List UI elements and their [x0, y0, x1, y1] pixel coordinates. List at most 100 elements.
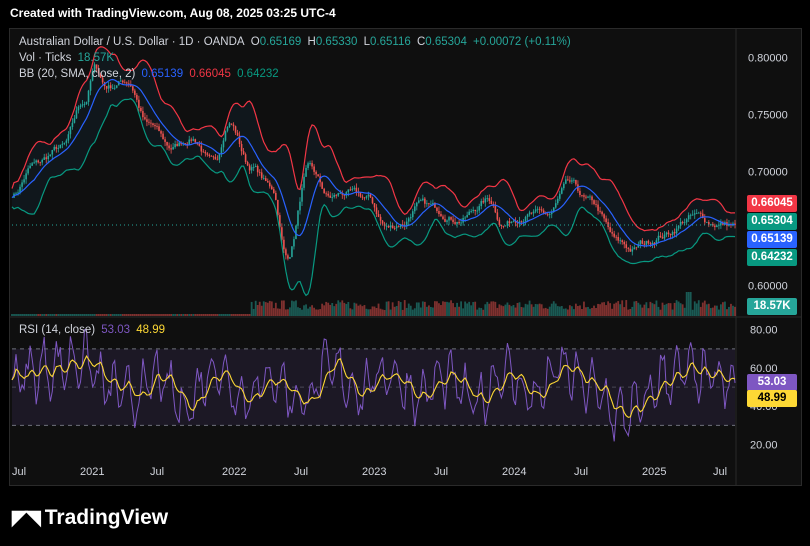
volume-bar: [421, 301, 424, 316]
volume-bar: [248, 314, 251, 316]
candle-body: [339, 193, 342, 194]
bb-legend[interactable]: BB (20, SMA, close, 2) 0.65139 0.66045 0…: [19, 68, 282, 80]
volume-bar: [206, 314, 209, 316]
volume-bar: [560, 306, 563, 316]
candle-body: [615, 236, 617, 238]
candle-body: [266, 181, 269, 183]
volume-bar: [532, 306, 535, 316]
volume-bar: [562, 308, 565, 316]
volume-bar: [268, 300, 271, 316]
volume-bar: [337, 300, 340, 316]
chart-area[interactable]: 0.80000 0.75000 0.70000 0.60000 80.00 60.00 40…: [9, 28, 802, 486]
candle-body: [59, 144, 62, 149]
volume-bar: [585, 307, 587, 316]
candle-body: [409, 217, 412, 219]
candle-body: [83, 104, 86, 105]
candle-body: [140, 107, 142, 112]
bb-lower-line: [11, 98, 736, 297]
volume-bar: [603, 302, 605, 316]
volume-bar: [91, 314, 94, 316]
volume-bar: [228, 314, 231, 316]
candle-body: [172, 147, 174, 150]
ohlc-high-label: H: [307, 36, 316, 48]
volume-bar: [528, 300, 531, 316]
volume-bar: [349, 308, 352, 316]
candle-body: [627, 247, 630, 249]
candle-body: [202, 151, 205, 153]
candle-body: [15, 193, 17, 195]
candle-body: [599, 210, 601, 212]
candle-body: [621, 240, 624, 243]
candle-body: [91, 70, 94, 81]
volume-legend[interactable]: Vol · Ticks 18.57K: [19, 52, 117, 64]
candle-body: [478, 206, 481, 211]
volume-bar: [192, 314, 195, 316]
volume-bar: [339, 302, 342, 316]
candle-body: [214, 157, 217, 160]
candle-body: [438, 211, 440, 215]
volume-bar: [387, 301, 390, 316]
candle-body: [230, 123, 233, 125]
volume-bar: [663, 304, 666, 316]
candle-body: [136, 94, 138, 100]
candle-body: [474, 209, 477, 212]
candle-body: [307, 163, 309, 168]
time-tick-label: Jul: [713, 466, 727, 478]
candle-body: [323, 188, 325, 194]
candle-body: [714, 225, 716, 228]
tradingview-logo[interactable]: ◤◥ TradingView: [12, 505, 168, 530]
candle-body: [540, 209, 543, 211]
volume-bar: [726, 309, 728, 316]
volume-bar: [703, 300, 706, 316]
candle-body: [546, 214, 549, 216]
candle-body: [377, 213, 380, 217]
volume-bar: [566, 309, 569, 316]
candle-body: [138, 99, 140, 108]
volume-bar: [371, 306, 374, 316]
volume-bar: [327, 302, 330, 316]
time-tick-label: 2023: [362, 466, 386, 478]
volume-bar: [194, 314, 197, 316]
candle-body: [125, 82, 128, 84]
candle-body: [512, 221, 515, 223]
candle-body: [454, 222, 456, 224]
symbol-legend[interactable]: Australian Dollar / U.S. Dollar · 1D · O…: [19, 36, 574, 48]
candle-body: [69, 126, 72, 135]
price-tick-label: 0.75000: [748, 110, 788, 122]
volume-bar: [180, 314, 183, 316]
volume-bar: [232, 314, 235, 316]
volume-bar: [77, 314, 80, 316]
volume-bar: [113, 314, 116, 316]
rsi-legend[interactable]: RSI (14, close) 53.03 48.99: [19, 324, 168, 336]
candle-body: [291, 246, 293, 258]
candle-body: [43, 157, 46, 160]
volume-bar: [480, 308, 483, 316]
volume-bar: [498, 304, 501, 316]
volume-bar: [661, 302, 664, 316]
candle-body: [204, 152, 207, 154]
candle-body: [301, 187, 303, 202]
candle-body: [548, 214, 551, 215]
volume-bar: [196, 314, 199, 316]
volume-bar: [397, 300, 400, 316]
candle-body: [691, 214, 694, 216]
candle-body: [611, 232, 613, 234]
volume-bar: [160, 314, 162, 316]
volume-bar: [198, 314, 201, 316]
chart-svg[interactable]: 0.800000.750000.700000.6000080.0060.0040…: [10, 29, 801, 485]
candle-body: [530, 212, 533, 214]
candle-body: [476, 210, 479, 212]
candle-body: [699, 212, 702, 214]
candle-body: [146, 119, 148, 122]
volume-bar: [156, 314, 158, 316]
volume-bar: [605, 305, 608, 316]
rsi-ma-line: [11, 354, 736, 418]
candle-body: [609, 227, 611, 233]
candle-body: [297, 210, 299, 226]
volume-bar: [476, 309, 479, 316]
volume-bar: [460, 301, 463, 316]
candle-body: [343, 194, 346, 196]
volume-bar: [274, 302, 277, 316]
volume-bar: [715, 305, 718, 316]
